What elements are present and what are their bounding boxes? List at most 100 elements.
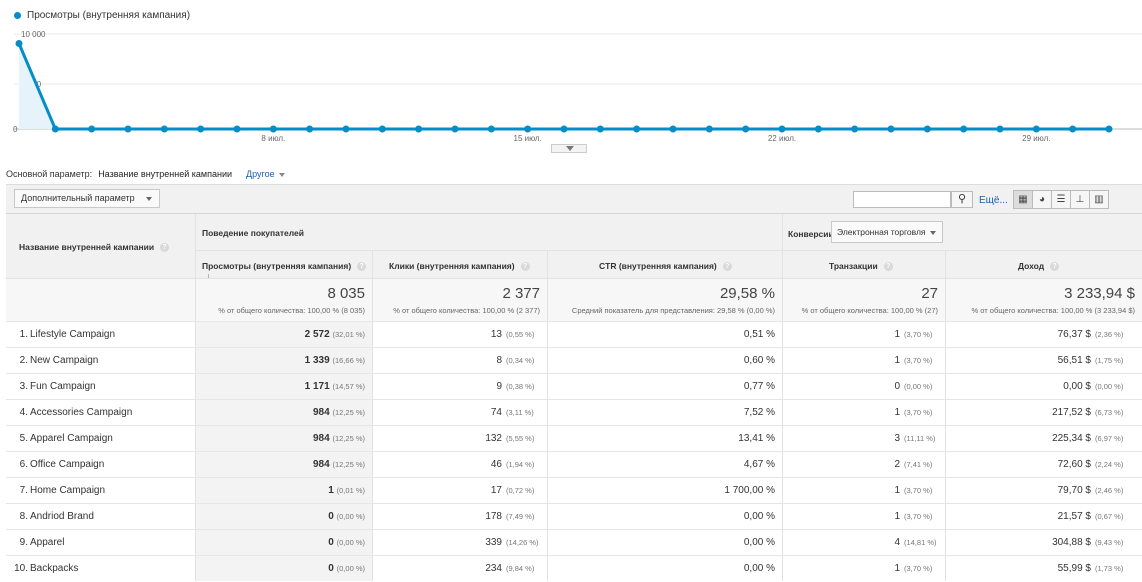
views-value: 984 xyxy=(313,407,330,418)
data-point[interactable] xyxy=(378,125,386,133)
primary-dimension-bar: Основной параметр: Название внутренней к… xyxy=(6,169,285,179)
other-dimension-link[interactable]: Другое xyxy=(246,169,285,179)
campaign-name-link[interactable]: Lifestyle Campaign xyxy=(30,329,116,340)
data-point[interactable] xyxy=(887,125,895,133)
sort-arrow-down-icon[interactable]: ↓ xyxy=(206,271,211,282)
data-point[interactable] xyxy=(160,125,168,133)
data-point[interactable] xyxy=(88,125,96,133)
clicks-value: 9 xyxy=(496,381,502,392)
data-point[interactable] xyxy=(342,125,350,133)
rev-percent: (1,73 %) xyxy=(1095,564,1124,573)
row-tr-cell: 2 (7,41 %) xyxy=(782,452,945,477)
row-tr-cell: 4 (14,81 %) xyxy=(782,530,945,555)
views-percent: (12,25 %) xyxy=(332,434,365,443)
row-name-cell: 4. Accessories Campaign xyxy=(6,400,195,425)
data-point[interactable] xyxy=(51,125,59,133)
row-views: 2 572 (32,01 %) xyxy=(305,322,365,347)
header-ctr[interactable]: CTR (внутренняя кампания)? xyxy=(547,251,782,279)
row-clicks: 46 (1,94 %) xyxy=(491,452,540,477)
header-name-cell[interactable]: Название внутренней кампании? xyxy=(6,214,195,278)
campaign-name-link[interactable]: Accessories Campaign xyxy=(30,407,133,418)
campaign-name-link[interactable]: Andriod Brand xyxy=(30,511,94,522)
data-point[interactable] xyxy=(306,125,314,133)
data-point[interactable] xyxy=(1032,125,1040,133)
row-index: 5. xyxy=(19,433,28,444)
campaign-name-link[interactable]: Backpacks xyxy=(30,563,79,574)
data-point[interactable] xyxy=(197,125,205,133)
chart-collapse-toggle[interactable] xyxy=(551,144,587,153)
header-views[interactable]: Просмотры (внутренняя кампания) ?↓ xyxy=(195,251,372,282)
row-index: 1. xyxy=(19,329,28,340)
data-point[interactable] xyxy=(15,40,23,47)
data-point[interactable] xyxy=(742,125,750,133)
row-name-cell: 5. Apparel Campaign xyxy=(6,426,195,451)
advanced-search-link[interactable]: Ещё... xyxy=(979,195,1008,206)
data-point[interactable] xyxy=(923,125,931,133)
data-point[interactable] xyxy=(415,125,423,133)
campaign-name-link[interactable]: Apparel xyxy=(30,537,65,548)
data-point[interactable] xyxy=(124,125,132,133)
row-clicks: 8 (0,34 %) xyxy=(496,348,540,373)
table-view-icon[interactable]: ▦ xyxy=(1013,190,1033,209)
data-point[interactable] xyxy=(269,125,277,133)
data-point[interactable] xyxy=(778,125,786,133)
header-clicks[interactable]: Клики (внутренняя кампания)? xyxy=(372,251,547,279)
row-ctr: 0,00 % xyxy=(744,556,775,581)
x-tick-label: 8 июл. xyxy=(261,134,285,143)
clicks-percent: (0,72 %) xyxy=(506,486,535,495)
help-icon[interactable]: ? xyxy=(357,262,367,272)
header-transactions[interactable]: Транзакции? xyxy=(782,251,945,279)
data-point[interactable] xyxy=(524,125,532,133)
data-point[interactable] xyxy=(1105,125,1113,133)
data-point[interactable] xyxy=(560,125,568,133)
data-point[interactable] xyxy=(669,125,677,133)
series-area xyxy=(19,43,1109,129)
performance-view-icon[interactable]: ☰ xyxy=(1051,190,1071,209)
data-point[interactable] xyxy=(960,125,968,133)
secondary-dimension-dropdown[interactable]: Дополнительный параметр xyxy=(14,189,160,208)
data-point[interactable] xyxy=(451,125,459,133)
campaign-name-link[interactable]: New Campaign xyxy=(30,355,99,366)
row-ctr: 7,52 % xyxy=(744,400,775,425)
campaign-name-link[interactable]: Fun Campaign xyxy=(30,381,96,392)
data-point[interactable] xyxy=(633,125,641,133)
data-point[interactable] xyxy=(1069,125,1077,133)
header-revenue-label: Доход? xyxy=(1018,261,1060,272)
help-icon[interactable]: ? xyxy=(160,243,170,253)
data-point[interactable] xyxy=(705,125,713,133)
data-point[interactable] xyxy=(596,125,604,133)
help-icon[interactable]: ? xyxy=(883,262,893,272)
data-point[interactable] xyxy=(487,125,495,133)
clicks-percent: (0,38 %) xyxy=(506,382,535,391)
help-icon[interactable]: ? xyxy=(520,262,530,272)
row-views-cell: 0 (0,00 %) xyxy=(195,530,372,555)
comparison-view-icon[interactable]: ⊥ xyxy=(1070,190,1090,209)
conversion-type-dropdown[interactable]: Электронная торговля xyxy=(831,221,943,243)
data-point[interactable] xyxy=(851,125,859,133)
search-icon[interactable]: ⚲ xyxy=(951,191,973,208)
row-rev-cell: 217,52 $ (6,73 %) xyxy=(945,400,1142,425)
data-point[interactable] xyxy=(814,125,822,133)
pivot-view-icon[interactable]: ▥ xyxy=(1089,190,1109,209)
data-point[interactable] xyxy=(996,125,1004,133)
row-index: 3. xyxy=(19,381,28,392)
help-icon[interactable]: ? xyxy=(1050,262,1060,272)
row-clicks-cell: 74 (3,11 %) xyxy=(372,400,547,425)
row-views-cell: 0 (0,00 %) xyxy=(195,556,372,581)
data-point[interactable] xyxy=(233,125,241,133)
header-clicks-label: Клики (внутренняя кампания)? xyxy=(389,261,530,272)
campaign-name-link[interactable]: Apparel Campaign xyxy=(30,433,113,444)
tr-percent: (0,00 %) xyxy=(904,382,933,391)
pie-view-icon[interactable]: ◕ xyxy=(1032,190,1052,209)
ctr-value: 0,51 % xyxy=(743,329,775,340)
header-revenue[interactable]: Доход? xyxy=(945,251,1142,279)
rev-value: 304,88 $ xyxy=(1052,537,1091,548)
help-icon[interactable]: ? xyxy=(722,262,732,272)
row-views-cell: 1 (0,01 %) xyxy=(195,478,372,503)
row-clicks: 74 (3,11 %) xyxy=(491,400,540,425)
campaign-name-link[interactable]: Office Campaign xyxy=(30,459,105,470)
row-name-cell: 8. Andriod Brand xyxy=(6,504,195,529)
table-search-input[interactable] xyxy=(853,191,951,208)
row-ctr: 0,77 % xyxy=(744,374,775,399)
campaign-name-link[interactable]: Home Campaign xyxy=(30,485,106,496)
